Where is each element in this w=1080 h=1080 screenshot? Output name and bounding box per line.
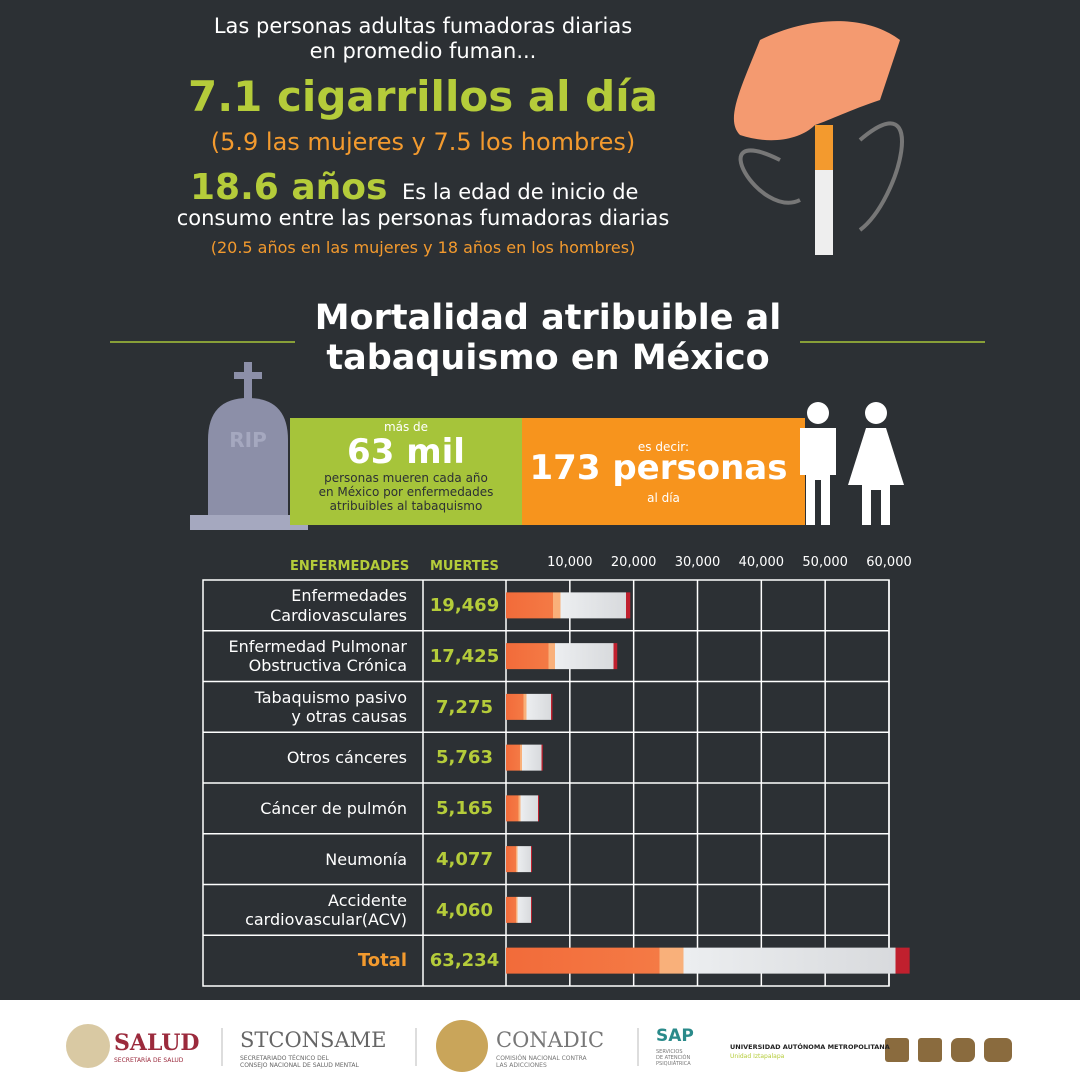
x-tick-label: 10,000 [547,555,593,570]
bar [506,846,533,873]
cigarette-filter [815,125,833,170]
man-icon [807,402,829,424]
facebook-icon[interactable] [885,1038,909,1062]
woman-icon [848,428,904,525]
logo [66,1024,110,1068]
value-label: 17,425 [429,645,500,667]
category-label: Tabaquismo pasivo y otras causas [254,687,407,726]
banner-big: 63 mil [347,432,465,472]
category-label: Otros cánceres [286,748,407,768]
logo [436,1020,488,1072]
bar [506,947,910,974]
bar [506,744,543,771]
value-label: 19,469 [429,595,500,616]
value-header: MUERTES [430,559,499,574]
rip: RIP [229,428,267,452]
section-title: Mortalidad atribuible al tabaquismo en M… [314,298,782,379]
x-tick-label: 30,000 [674,555,721,570]
cross [244,362,252,402]
bar [506,896,532,923]
category-label: Accidente cardiovascular(ACV) [245,890,407,929]
instagram-icon[interactable] [951,1038,975,1062]
banner-green [290,418,522,525]
banner-big2: 173 personas [529,448,788,488]
category-label: Enfermedades Cardiovasculares [270,586,407,625]
bar [506,643,618,670]
cigarettes-detail: (5.9 las mujeres y 7.5 los hombres) [210,128,636,156]
logo-sub: SECRETARIADO TÉCNICO DEL CONSEJO NACIONA… [240,1055,359,1070]
banner-orange [522,418,805,525]
value-label: 63,234 [429,950,500,972]
logo-text: SAP [656,1026,694,1046]
age: 18.6 años [190,167,388,208]
bar [506,693,553,720]
banner-pre: más de [383,420,429,434]
logo-text: CONADIC [496,1028,605,1052]
category-label: Enfermedad Pulmonar Obstructiva Crónica [228,637,407,676]
hand [733,21,900,141]
woman-icon [865,402,887,424]
logo-sub: Unidad Iztapalapa [730,1053,785,1060]
intro: Las personas adultas fumadoras diarias e… [213,14,633,64]
banner-post2: al día [647,491,680,505]
youtube-icon[interactable] [984,1038,1012,1062]
value-label: 7,275 [436,696,493,718]
x-tick-label: 20,000 [610,555,657,570]
category-label: Neumonía [325,849,407,869]
x-tick-label: 60,000 [866,555,912,570]
logo-text: UNIVERSIDAD AUTÓNOMA METROPOLITANA [730,1043,890,1051]
category-label: Cáncer de pulmón [260,798,407,818]
age-text: Es la edad de inicio de [402,180,639,204]
bar [506,592,631,619]
x-tick-label: 50,000 [802,555,848,570]
twitter-icon[interactable] [918,1038,942,1062]
value-label: 5,165 [436,798,493,819]
smoke [738,121,904,232]
age-detail: (20.5 años en las mujeres y 18 años en l… [210,238,636,257]
value-label: 5,763 [436,747,493,769]
banner-text: personas mueren cada año en México por e… [318,471,494,513]
category-label: Total [357,949,407,971]
banner-pre2: es decir: [637,440,690,454]
age-text: consumo entre las personas fumadoras dia… [176,206,670,230]
category-header: ENFERMEDADES [290,559,410,574]
tombstone-base [190,515,308,530]
x-tick-label: 40,000 [738,555,785,570]
tombstone [208,398,288,515]
man-icon [800,428,836,525]
logo-sub: SERVICIOS DE ATENCIÓN PSIQUIÁTRICA [656,1049,691,1067]
value-label: 4,077 [436,848,493,870]
logo-text: STCONSAME [240,1028,387,1052]
cigarettes: 7.1 cigarrillos al día [188,72,658,121]
value-label: 4,060 [436,899,493,921]
bar [506,795,539,822]
logo-sub: SECRETARÍA DE SALUD [114,1057,184,1064]
logo-text: SALUD [114,1030,200,1056]
cross [234,372,262,379]
logo-sub: COMISIÓN NACIONAL CONTRA LAS ADICCIONES [496,1055,587,1070]
